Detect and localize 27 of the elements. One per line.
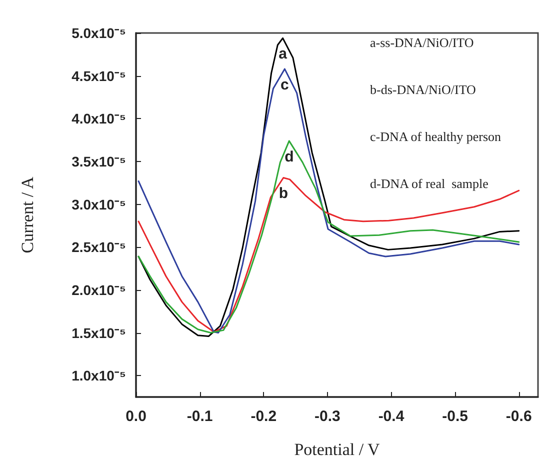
x-tick-label: -0.6 <box>506 408 532 425</box>
y-tick-label: 4.5x10⁻⁵ <box>72 68 126 84</box>
y-tick-label: 2.0x10⁻⁵ <box>72 282 126 298</box>
x-tick-label: 0.0 <box>126 408 146 425</box>
annotation: b <box>278 185 288 202</box>
x-tick-label: -0.3 <box>314 408 340 425</box>
annotation: d <box>284 148 294 166</box>
y-axis-title: Current / A <box>18 176 37 254</box>
y-tick-label: 1.5x10⁻⁵ <box>72 324 126 341</box>
y-tick-label: 1.0x10⁻⁵ <box>72 368 126 384</box>
annotation: d-DNA of real sample <box>370 176 489 191</box>
x-axis-title: Potential / V <box>294 440 381 459</box>
x-tick-label: -0.5 <box>442 408 468 425</box>
y-tick-label: 5.0x10⁻⁵ <box>72 25 126 41</box>
y-tick-label: 4.0x10⁻⁵ <box>72 110 126 127</box>
annotation: a <box>278 46 288 63</box>
line-series <box>138 176 520 333</box>
annotation: c-DNA of healthy person <box>370 129 502 144</box>
annotation: b-ds-DNA/NiO/ITO <box>370 82 476 97</box>
y-tick-label: 3.0x10⁻⁵ <box>72 196 126 212</box>
annotation: a-ss-DNA/NiO/ITO <box>370 35 474 50</box>
x-tick-label: -0.2 <box>250 408 277 425</box>
x-tick-label: -0.1 <box>186 408 213 425</box>
annotation: c <box>280 76 289 94</box>
y-tick-label: 2.5x10⁻⁵ <box>72 239 126 256</box>
x-tick-label: -0.4 <box>378 408 405 425</box>
y-tick-label: 3.5x10⁻⁵ <box>72 153 126 170</box>
